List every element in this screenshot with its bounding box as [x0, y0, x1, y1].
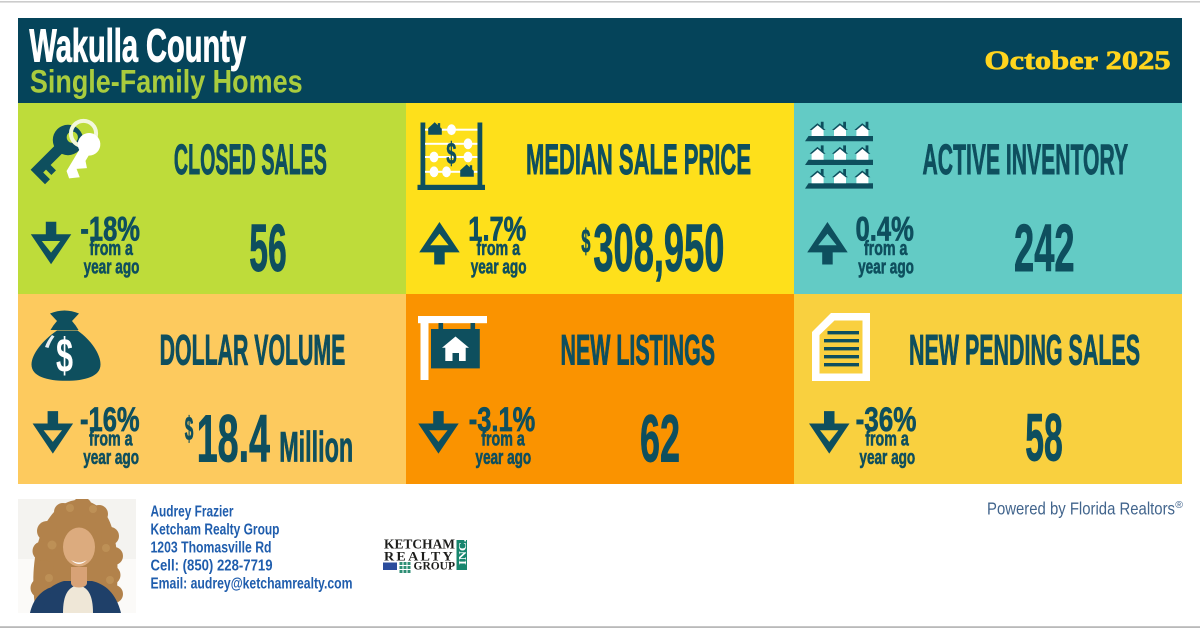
svg-text:Ketcham Realty Group: Ketcham Realty Group [151, 522, 280, 539]
svg-text:Audrey Frazier: Audrey Frazier [151, 504, 234, 521]
svg-text:1.7%: 1.7% [468, 211, 526, 249]
svg-text:from a: from a [864, 238, 908, 260]
svg-text:Email: audrey@ketchamrealty.co: Email: audrey@ketchamrealty.com [151, 576, 353, 593]
svg-text:242: 242 [1014, 212, 1075, 286]
svg-text:MEDIAN SALE PRICE: MEDIAN SALE PRICE [526, 137, 751, 184]
svg-text:$: $ [185, 410, 194, 447]
svg-text:Million: Million [279, 425, 353, 472]
svg-text:18.4: 18.4 [197, 403, 270, 477]
svg-text:-18%: -18% [80, 211, 140, 249]
svg-text:from a: from a [89, 238, 133, 260]
svg-text:year ago: year ago [83, 447, 139, 469]
svg-text:DOLLAR VOLUME: DOLLAR VOLUME [160, 327, 346, 374]
svg-text:from a: from a [477, 238, 521, 260]
svg-text:1203 Thomasville Rd: 1203 Thomasville Rd [151, 540, 272, 557]
svg-text:from a: from a [865, 429, 909, 451]
svg-text:56: 56 [249, 212, 287, 286]
svg-text:-36%: -36% [856, 401, 917, 439]
svg-text:$: $ [56, 330, 73, 383]
svg-text:0.4%: 0.4% [856, 211, 914, 249]
svg-text:from a: from a [89, 429, 133, 451]
svg-text:ACTIVE INVENTORY: ACTIVE INVENTORY [923, 137, 1129, 184]
svg-text:year ago: year ago [84, 257, 140, 279]
svg-text:Powered by Florida Realtors: Powered by Florida Realtors [987, 499, 1175, 519]
svg-text:KETCHAM: KETCHAM [384, 538, 455, 553]
svg-text:Single-Family Homes: Single-Family Homes [30, 64, 303, 100]
svg-text:308,950: 308,950 [593, 212, 724, 286]
svg-text:NEW PENDING SALES: NEW PENDING SALES [909, 327, 1140, 374]
svg-text:58: 58 [1025, 402, 1063, 476]
svg-text:CLOSED SALES: CLOSED SALES [174, 137, 327, 184]
svg-text:from a: from a [481, 429, 525, 451]
svg-text:-16%: -16% [80, 401, 140, 439]
svg-text:October 2025: October 2025 [984, 45, 1170, 75]
svg-text:Wakulla County: Wakulla County [29, 19, 246, 71]
svg-text:year ago: year ago [859, 447, 915, 469]
svg-text:®: ® [1175, 499, 1183, 511]
svg-text:$: $ [581, 223, 590, 260]
svg-text:GROUP: GROUP [414, 561, 456, 573]
svg-text:INC.: INC. [458, 538, 469, 565]
svg-text:62: 62 [640, 403, 680, 477]
svg-text:year ago: year ago [471, 257, 527, 279]
svg-text:REALTY: REALTY [384, 550, 455, 564]
svg-text:$: $ [446, 136, 456, 171]
svg-text:NEW LISTINGS: NEW LISTINGS [561, 327, 716, 374]
svg-text:year ago: year ago [858, 257, 914, 279]
svg-text:-3.1%: -3.1% [469, 401, 535, 439]
svg-text:year ago: year ago [475, 447, 531, 469]
svg-text:Cell: (850) 228-7719: Cell: (850) 228-7719 [151, 558, 273, 575]
